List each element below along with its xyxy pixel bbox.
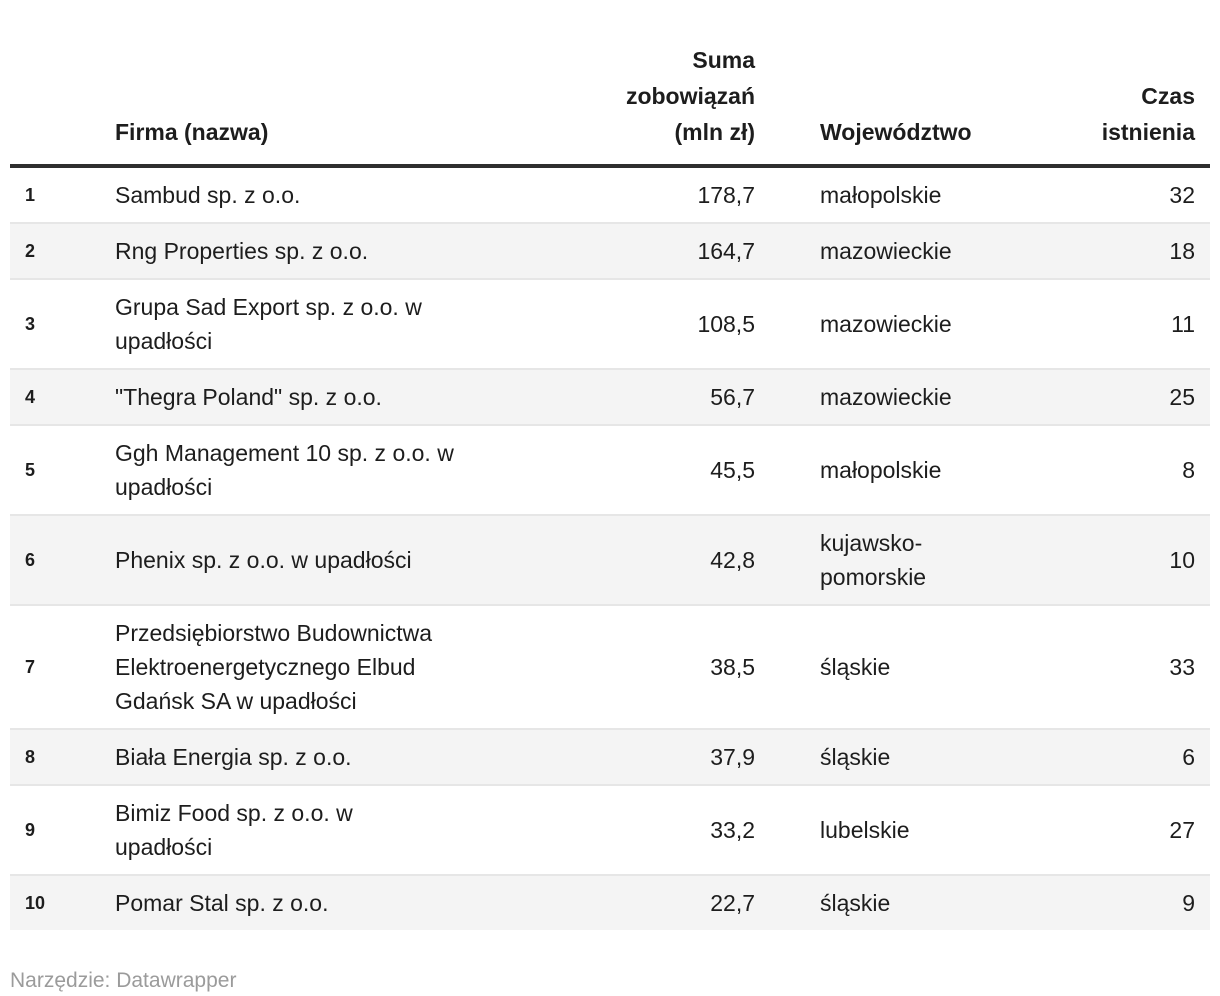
age-header: Czas istnienia [1030, 14, 1210, 168]
age-cell: 11 [1030, 278, 1210, 369]
attribution: Narzędzie: Datawrapper [10, 969, 237, 992]
table-row: 3 Grupa Sad Export sp. z o.o. w upadłośc… [10, 278, 1210, 369]
region-header: Województwo [765, 14, 1030, 168]
age-cell: 9 [1030, 874, 1210, 930]
rank-cell: 8 [10, 728, 105, 785]
region-cell: śląskie [765, 874, 1030, 930]
company-cell: Ggh Management 10 sp. z o.o. w upadłości [105, 424, 605, 515]
rank-header [10, 14, 105, 168]
debt-cell: 45,5 [605, 424, 765, 515]
age-cell: 10 [1030, 514, 1210, 605]
age-cell: 6 [1030, 728, 1210, 785]
region-cell: śląskie [765, 728, 1030, 785]
table-row: 9 Bimiz Food sp. z o.o. w upadłości 33,2… [10, 784, 1210, 875]
region-cell: śląskie [765, 604, 1030, 729]
company-cell: Biała Energia sp. z o.o. [105, 728, 605, 785]
table-header: Firma (nazwa) Suma zobowiązań (mln zł) W… [10, 14, 1210, 168]
table-body: 1 Sambud sp. z o.o. 178,7 małopolskie 32… [10, 166, 1210, 930]
header-row: Firma (nazwa) Suma zobowiązań (mln zł) W… [10, 14, 1210, 168]
debt-header: Suma zobowiązań (mln zł) [605, 14, 765, 168]
rank-cell: 1 [25, 185, 36, 205]
rank-cell: 7 [10, 604, 105, 729]
age-cell: 18 [1030, 222, 1210, 279]
rank-cell: 2 [10, 222, 105, 279]
debt-cell: 178,7 [697, 182, 755, 208]
region-cell: mazowieckie [765, 368, 1030, 425]
debt-cell: 56,7 [605, 368, 765, 425]
table-row: 10 Pomar Stal sp. z o.o. 22,7 śląskie 9 [10, 874, 1210, 930]
region-cell: lubelskie [765, 784, 1030, 875]
company-cell: Przedsiębiorstwo Budownictwa Elektroener… [105, 604, 605, 729]
region-cell: mazowieckie [765, 278, 1030, 369]
table-row: 7 Przedsiębiorstwo Budownictwa Elektroen… [10, 604, 1210, 729]
company-cell: Rng Properties sp. z o.o. [105, 222, 605, 279]
rank-cell: 3 [10, 278, 105, 369]
debt-cell: 22,7 [605, 874, 765, 930]
debt-cell: 108,5 [605, 278, 765, 369]
debt-cell: 164,7 [605, 222, 765, 279]
company-header: Firma (nazwa) [105, 14, 605, 168]
age-cell: 33 [1030, 604, 1210, 729]
region-cell: kujawsko- pomorskie [765, 514, 1030, 605]
table-row: 2 Rng Properties sp. z o.o. 164,7 mazowi… [10, 222, 1210, 279]
company-cell: Phenix sp. z o.o. w upadłości [105, 514, 605, 605]
table-row: 1 Sambud sp. z o.o. 178,7 małopolskie 32 [10, 166, 1210, 223]
rank-cell: 6 [10, 514, 105, 605]
rank-cell: 5 [10, 424, 105, 515]
region-cell: mazowieckie [765, 222, 1030, 279]
region-cell: małopolskie [765, 424, 1030, 515]
company-cell: "Thegra Poland" sp. z o.o. [105, 368, 605, 425]
table-row: 8 Biała Energia sp. z o.o. 37,9 śląskie … [10, 728, 1210, 785]
table-row: 4 "Thegra Poland" sp. z o.o. 56,7 mazowi… [10, 368, 1210, 425]
age-cell: 27 [1030, 784, 1210, 875]
debt-cell: 33,2 [605, 784, 765, 875]
rank-cell: 10 [10, 874, 105, 930]
company-cell: Bimiz Food sp. z o.o. w upadłości [105, 784, 605, 875]
rank-cell: 4 [10, 368, 105, 425]
company-cell: Pomar Stal sp. z o.o. [105, 874, 605, 930]
region-cell: małopolskie [820, 182, 942, 208]
companies-table: Firma (nazwa) Suma zobowiązań (mln zł) W… [10, 14, 1210, 930]
company-cell: Grupa Sad Export sp. z o.o. w upadłości [105, 278, 605, 369]
company-cell: Sambud sp. z o.o. [115, 182, 301, 208]
debt-cell: 37,9 [605, 728, 765, 785]
age-cell: 32 [1169, 182, 1195, 208]
rank-cell: 9 [10, 784, 105, 875]
age-cell: 25 [1030, 368, 1210, 425]
age-cell: 8 [1030, 424, 1210, 515]
debt-cell: 42,8 [605, 514, 765, 605]
table-row: 6 Phenix sp. z o.o. w upadłości 42,8 kuj… [10, 514, 1210, 605]
table-row: 5 Ggh Management 10 sp. z o.o. w upadłoś… [10, 424, 1210, 515]
debt-cell: 38,5 [605, 604, 765, 729]
